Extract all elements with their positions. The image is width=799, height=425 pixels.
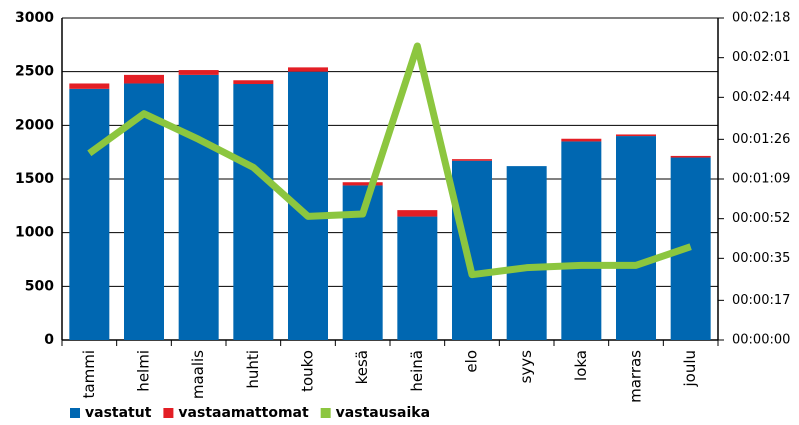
- y-tick-label: 1500: [15, 171, 54, 187]
- x-tick-label: tammi: [80, 350, 98, 398]
- legend-swatch: [163, 408, 174, 418]
- x-tick-label: syys: [517, 350, 535, 384]
- y2-tick-label: 00:01:26: [732, 132, 790, 147]
- y-tick-label: 2500: [15, 64, 54, 80]
- legend-label: vastausaika: [336, 405, 430, 421]
- x-tick-label: maalis: [189, 350, 207, 399]
- bar: [342, 182, 383, 186]
- x-tick-label: huhti: [244, 350, 262, 389]
- bar: [233, 80, 274, 85]
- y2-tick-label: 00:00:35: [732, 251, 790, 266]
- x-tick-label: elo: [463, 350, 481, 373]
- x-tick-label: helmi: [135, 350, 153, 392]
- legend-swatch: [320, 408, 331, 418]
- bar: [561, 138, 602, 142]
- bar: [561, 141, 602, 340]
- y2-tick-label: 00:02:18: [732, 11, 790, 26]
- legend-swatch: [70, 408, 80, 418]
- y2-tick-label: 00:00:00: [732, 333, 790, 348]
- x-tick-label: loka: [572, 350, 590, 381]
- bar: [616, 136, 656, 340]
- bar: [397, 216, 438, 340]
- bar: [452, 160, 492, 340]
- bar: [178, 70, 219, 75]
- bar: [124, 74, 164, 84]
- legend-label: vastaamattomat: [178, 405, 309, 421]
- y2-tick-label: 00:00:52: [732, 211, 790, 226]
- legend-label: vastatut: [85, 405, 152, 421]
- y2-tick-label: 00:01:09: [732, 172, 790, 187]
- x-tick-label: heinä: [408, 350, 426, 392]
- y-tick-label: 3000: [15, 10, 54, 26]
- bar: [616, 134, 656, 137]
- y-tick-label: 0: [44, 332, 54, 348]
- x-tick-label: kesä: [353, 350, 371, 384]
- x-tick-label: marras: [627, 350, 645, 403]
- bar: [178, 74, 219, 341]
- bar: [670, 155, 711, 158]
- y2-tick-label: 00:02:01: [732, 50, 790, 65]
- bar: [452, 159, 492, 161]
- bar: [288, 67, 328, 72]
- y2-tick-label: 00:00:17: [732, 293, 790, 308]
- bar: [69, 83, 110, 89]
- line: [87, 42, 692, 279]
- bar: [397, 210, 438, 217]
- bar: [233, 84, 274, 340]
- bar: [506, 166, 547, 340]
- bar: [69, 88, 110, 340]
- y-tick-label: 1000: [15, 225, 54, 241]
- x-tick-label: touko: [299, 350, 317, 392]
- y-tick-label: 500: [25, 278, 54, 294]
- y2-tick-label: 00:02:44: [732, 90, 790, 105]
- y-tick-label: 2000: [15, 117, 54, 133]
- x-tick-label: joulu: [681, 350, 699, 388]
